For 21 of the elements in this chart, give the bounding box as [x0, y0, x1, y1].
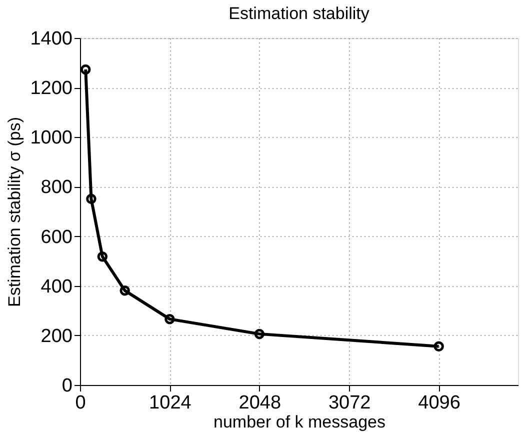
y-tick-label: 800 — [40, 177, 72, 198]
point — [97, 251, 108, 262]
chart-title: Estimation stability — [228, 4, 370, 23]
x-axis-title: number of k messages — [214, 412, 386, 432]
x-tick-label: 4096 — [418, 392, 460, 414]
y-axis-title: Estimation stability σ (ps) — [5, 117, 24, 307]
y-tick-label: 1200 — [30, 78, 72, 100]
y-tick-label: 600 — [40, 226, 72, 248]
y-tick-label: 0 — [62, 376, 72, 396]
point — [254, 328, 265, 340]
point — [120, 285, 130, 296]
y-tick-label: 200 — [40, 326, 72, 347]
x-tick-label: 2048 — [238, 392, 282, 414]
point — [86, 194, 96, 204]
y-tick-label: 1400 — [30, 28, 72, 50]
x-tick-label: 0 — [75, 392, 86, 414]
point — [164, 314, 175, 324]
y-tick-label: 400 — [40, 276, 72, 298]
y-tick-label: 1000 — [30, 128, 72, 149]
x-tick-label: 3072 — [328, 392, 371, 414]
x-tick-label: 1024 — [149, 392, 192, 414]
